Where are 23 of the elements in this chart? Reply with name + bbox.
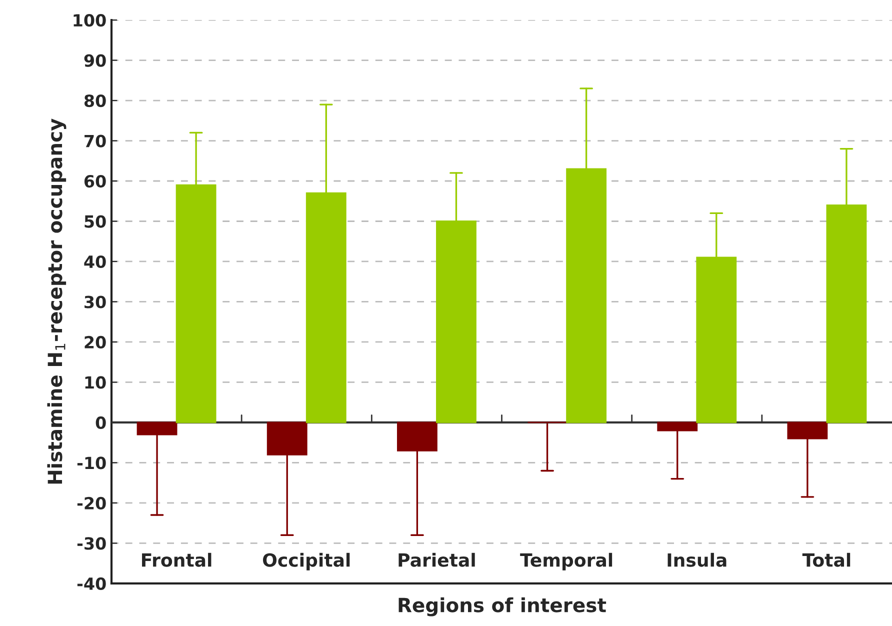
y-tick-label: 50 (84, 215, 106, 228)
y-tick-label: 100 (74, 14, 106, 27)
y-axis-title: Histamine H$_{1}$-receptor occupancy (47, 118, 66, 484)
x-tick-label: Frontal (142, 552, 212, 567)
y-tick-label: -30 (77, 537, 106, 550)
y-tick-label: 70 (84, 134, 106, 148)
y-tick-label: -10 (77, 456, 106, 470)
x-tick-label: Parietal (398, 552, 475, 567)
y-tick-label: 80 (84, 94, 106, 108)
y-tick-label: 0 (96, 416, 106, 430)
x-tick-label: Occipital (262, 552, 350, 570)
y-tick-label: 30 (84, 296, 106, 308)
y-tick-label: 40 (84, 255, 106, 268)
y-tick-label: 20 (84, 336, 106, 349)
x-tick-label: Insula (668, 552, 726, 567)
y-tick-label: 60 (84, 174, 106, 188)
y-tick-label: 90 (84, 54, 106, 67)
x-tick-label: Temporal (520, 552, 612, 570)
y-tick-label: -40 (77, 577, 106, 590)
x-tick-label: Total (802, 552, 850, 567)
y-tick-label: -20 (77, 496, 106, 510)
x-axis-title: Regions of interest (398, 597, 606, 616)
y-tick-label: 10 (85, 376, 106, 389)
